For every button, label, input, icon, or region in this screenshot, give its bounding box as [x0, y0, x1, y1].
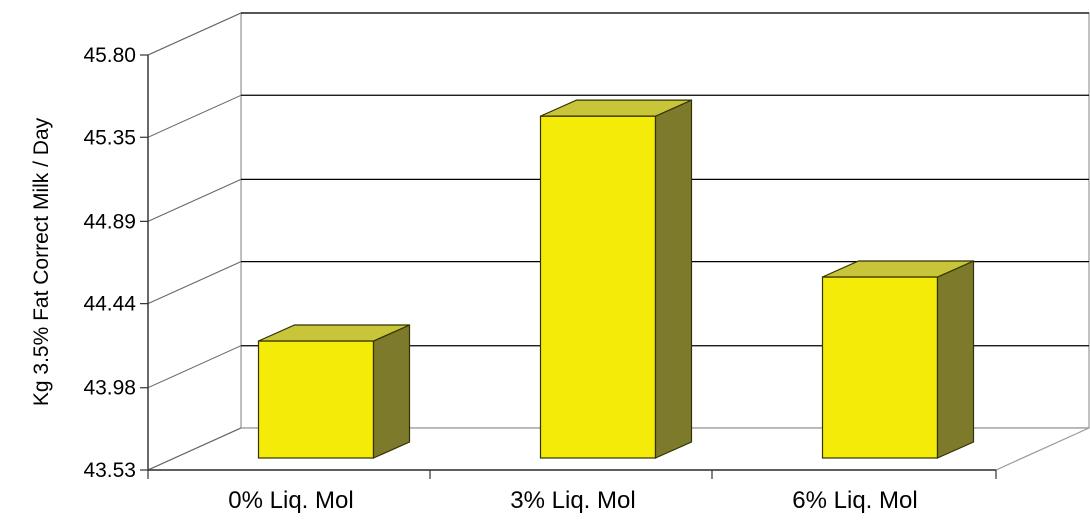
bar-top-face	[540, 99, 692, 117]
x-category-labels: 0% Liq. Mol 3% Liq. Mol 6% Liq. Mol	[228, 487, 917, 514]
bar-side-face	[654, 99, 693, 459]
bar-series	[257, 99, 975, 459]
side-gridline	[147, 178, 242, 222]
side-gridline	[147, 345, 242, 389]
x-category-label: 0% Liq. Mol	[228, 487, 353, 514]
bar-top-face	[822, 260, 974, 278]
y-tick-label: 45.80	[83, 44, 136, 67]
y-tick-label: 44.44	[83, 293, 136, 316]
bar-front-face	[539, 115, 657, 459]
bar-front-face	[821, 276, 939, 459]
bar-front-face	[257, 340, 375, 459]
axes	[147, 55, 997, 479]
bar-side-face	[372, 324, 411, 459]
side-wall	[147, 12, 242, 471]
bar-side-face	[936, 260, 975, 459]
bar	[257, 324, 411, 459]
bar-top-face	[258, 324, 410, 342]
y-tick-label: 44.89	[83, 210, 136, 233]
side-gridline	[147, 12, 242, 56]
y-tick-labels: 43.53 43.98 44.44 44.89 45.35 45.80	[83, 44, 136, 482]
y-tick-label: 43.53	[83, 459, 136, 482]
side-gridline	[147, 261, 242, 305]
x-category-label: 6% Liq. Mol	[792, 487, 917, 514]
y-tick-label: 45.35	[83, 126, 136, 149]
y-axis-title: Kg 3.5% Fat Correct Milk / Day	[30, 117, 53, 406]
x-category-label: 3% Liq. Mol	[510, 487, 635, 514]
side-gridline	[147, 427, 242, 471]
y-tick-label: 43.98	[83, 377, 136, 400]
side-gridline	[147, 94, 242, 138]
bar	[821, 260, 975, 459]
bar	[539, 99, 693, 459]
